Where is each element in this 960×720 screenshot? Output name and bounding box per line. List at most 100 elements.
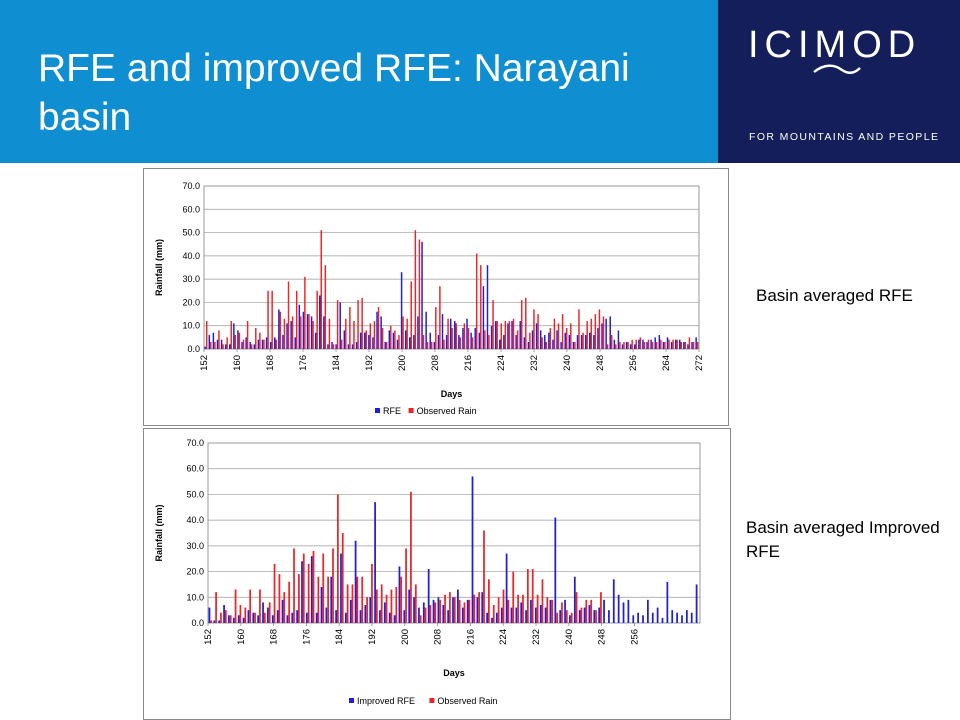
bar-rfe xyxy=(441,314,444,349)
bar-rfe xyxy=(490,325,493,349)
bar-observed-rain xyxy=(357,300,359,349)
x-tick-label: 264 xyxy=(661,355,672,371)
y-tick-label: 40.0 xyxy=(186,515,204,525)
bar-rfe xyxy=(560,342,562,349)
bar-improved-rfe xyxy=(374,502,376,623)
bar-rfe xyxy=(261,339,264,349)
y-axis-title: Rainfall (mm) xyxy=(154,504,164,561)
bar-observed-rain xyxy=(541,579,544,623)
bar-observed-rain xyxy=(366,597,368,623)
bar-observed-rain xyxy=(483,530,485,623)
bar-rfe xyxy=(368,335,370,349)
bar-observed-rain xyxy=(545,342,547,349)
bar-improved-rfe xyxy=(578,610,581,623)
bar-observed-rain xyxy=(390,325,392,349)
x-tick-label: 192 xyxy=(367,629,378,645)
bar-observed-rain xyxy=(410,281,412,349)
bar-observed-rain xyxy=(287,281,290,349)
chart-rfe: 0.0 10.0 20.0 30.0 40.0 50.0 60.0 70.0 152 160 168… xyxy=(143,168,729,426)
bar-observed-rain xyxy=(398,335,400,349)
bar-improved-rfe xyxy=(242,617,245,623)
bar-observed-rain xyxy=(478,592,481,623)
bar-rfe xyxy=(552,339,554,349)
bar-observed-rain xyxy=(222,344,224,349)
bar-observed-rain xyxy=(214,342,216,349)
bar-improved-rfe xyxy=(608,610,610,623)
bar-rfe xyxy=(290,321,292,349)
bar-observed-rain xyxy=(210,342,212,349)
bar-observed-rain xyxy=(684,342,687,349)
x-tick-label: 248 xyxy=(597,629,608,645)
bar-rfe xyxy=(417,316,419,349)
slide-title: RFE and improved RFE: Narayani basin xyxy=(38,47,630,139)
bar-improved-rfe xyxy=(359,610,362,623)
x-tick-label: 232 xyxy=(531,629,542,645)
bar-improved-rfe xyxy=(320,587,323,623)
bar-improved-rfe xyxy=(340,553,342,623)
bar-rfe xyxy=(310,316,313,349)
bar-observed-rain xyxy=(556,612,558,623)
bar-observed-rain xyxy=(668,339,670,349)
bar-rfe xyxy=(634,344,636,349)
bar-rfe xyxy=(458,335,460,349)
bar-observed-rain xyxy=(429,605,432,623)
bar-rfe xyxy=(323,316,325,349)
bar-observed-rain xyxy=(447,318,449,349)
bar-observed-rain xyxy=(643,342,646,349)
bar-observed-rain xyxy=(385,342,388,349)
y-tick-label: 30.0 xyxy=(186,541,204,551)
legend-swatch xyxy=(408,408,414,413)
bar-rfe xyxy=(695,337,697,349)
bar-rfe xyxy=(531,330,534,349)
bar-observed-rain xyxy=(390,589,393,623)
y-tick-label: 30.0 xyxy=(182,274,200,284)
bar-observed-rain xyxy=(375,589,378,623)
bar-rfe xyxy=(421,241,423,349)
bar-observed-rain xyxy=(508,321,511,349)
bar-observed-rain xyxy=(336,494,339,623)
bar-observed-rain xyxy=(422,335,425,349)
bar-observed-rain xyxy=(525,297,527,349)
bar-observed-rain xyxy=(405,548,407,623)
bar-observed-rain xyxy=(385,594,388,623)
y-tick-label: 20.0 xyxy=(182,297,200,307)
bar-improved-rfe xyxy=(695,584,698,623)
bar-rfe xyxy=(658,335,661,349)
bar-improved-rfe xyxy=(271,615,274,623)
bar-observed-rain xyxy=(541,337,543,349)
bar-rfe xyxy=(327,344,329,349)
x-tick-label: 272 xyxy=(694,355,705,371)
bar-rfe xyxy=(245,337,247,349)
bar-improved-rfe xyxy=(306,612,308,623)
legend-label: Observed Rain xyxy=(417,406,477,416)
bar-improved-rfe xyxy=(647,599,649,623)
bar-improved-rfe xyxy=(583,607,586,623)
chart-rfe-svg: 0.0 10.0 20.0 30.0 40.0 50.0 60.0 70.0 152 160 168… xyxy=(154,181,705,416)
bar-observed-rain xyxy=(230,321,232,349)
bar-improved-rfe xyxy=(534,607,537,623)
y-tick-label: 70.0 xyxy=(182,181,200,191)
x-tick-label: 152 xyxy=(199,355,210,371)
x-tick-label: 256 xyxy=(629,629,640,645)
bar-rfe xyxy=(572,342,575,349)
bar-observed-rain xyxy=(229,615,232,623)
bar-improved-rfe xyxy=(354,540,357,623)
bar-improved-rfe xyxy=(276,610,279,623)
bar-rfe xyxy=(454,321,456,349)
y-tick-label: 20.0 xyxy=(186,567,204,577)
bar-rfe xyxy=(331,342,333,349)
bar-rfe xyxy=(404,330,407,349)
bar-rfe xyxy=(449,318,452,349)
bar-observed-rain xyxy=(651,342,654,349)
bar-improved-rfe xyxy=(593,610,596,623)
x-tick-label: 160 xyxy=(236,629,247,645)
bar-observed-rain xyxy=(439,599,442,623)
y-tick-label: 10.0 xyxy=(182,321,200,331)
bar-rfe xyxy=(683,342,685,349)
bar-observed-rain xyxy=(424,607,427,623)
bar-observed-rain xyxy=(475,253,478,349)
bar-rfe xyxy=(507,323,509,349)
y-tick-label: 50.0 xyxy=(182,228,200,238)
bar-rfe xyxy=(674,339,677,349)
bar-improved-rfe xyxy=(218,620,221,623)
